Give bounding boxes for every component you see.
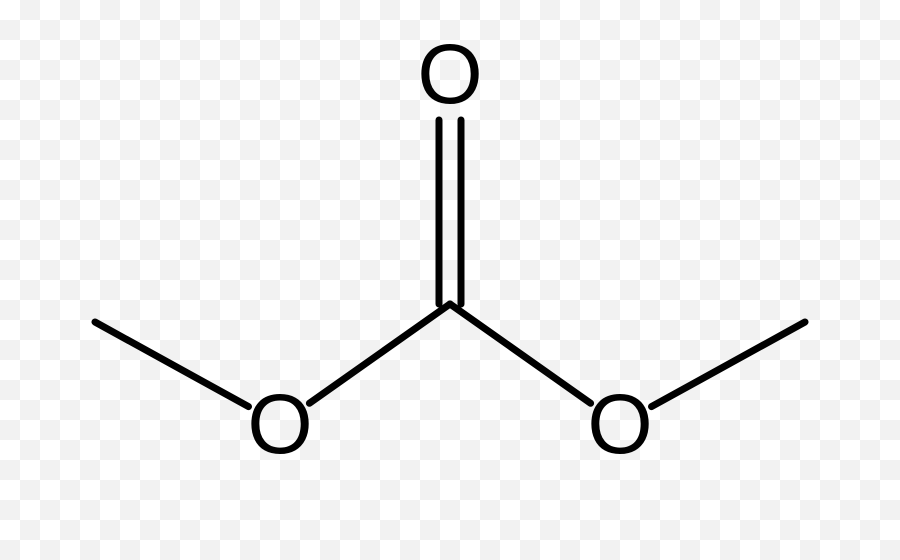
- bond-line: [95, 322, 248, 407]
- molecule-diagram: O O O: [0, 0, 900, 560]
- bond-line: [450, 304, 591, 403]
- bond-line: [309, 304, 450, 403]
- bond-line: [652, 322, 805, 407]
- atom-label-o2: O: [247, 377, 312, 471]
- atom-label-o1: O: [417, 27, 482, 121]
- canvas-container: O O O: [0, 0, 900, 560]
- atom-label-o3: O: [587, 377, 652, 471]
